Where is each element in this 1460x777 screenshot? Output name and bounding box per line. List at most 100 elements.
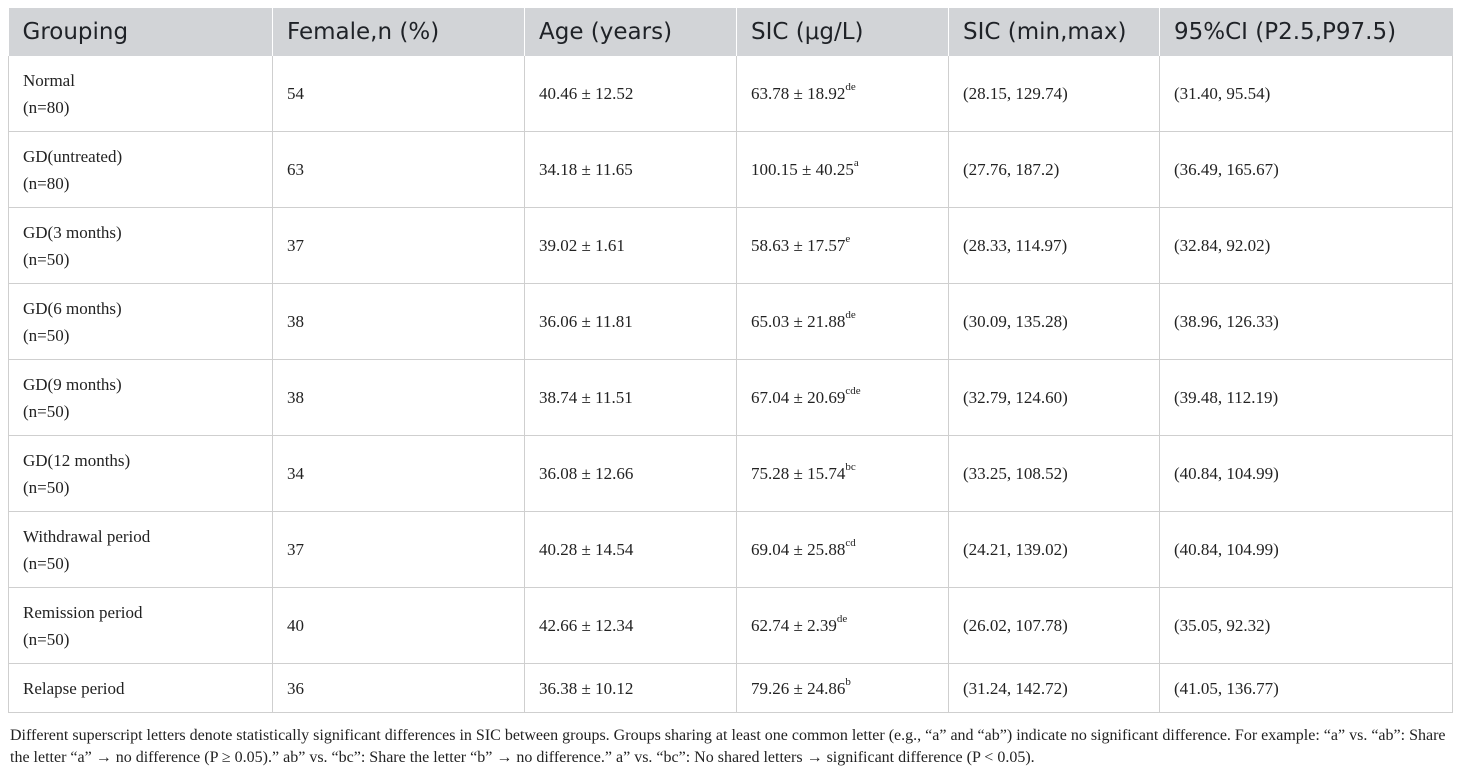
cell-ci: (35.05, 92.32) <box>1159 587 1453 664</box>
cell-ci: (40.84, 104.99) <box>1159 435 1453 512</box>
cell-sic-range: (28.33, 114.97) <box>948 207 1160 284</box>
cell-ci: (32.84, 92.02) <box>1159 207 1453 284</box>
cell-grouping: Withdrawal period (n=50) <box>8 511 273 588</box>
cell-sic: 65.03 ± 21.88de <box>736 283 949 360</box>
group-name: Relapse period <box>23 678 125 698</box>
cell-female: 40 <box>272 587 525 664</box>
table-row: Normal (n=80) 54 40.46 ± 12.52 63.78 ± 18… <box>8 56 1453 132</box>
cell-sic-range: (31.24, 142.72) <box>948 663 1160 713</box>
cell-age: 36.08 ± 12.66 <box>524 435 737 512</box>
sic-value: 63.78 ± 18.92 <box>751 84 846 103</box>
sic-value: 65.03 ± 21.88 <box>751 312 846 331</box>
group-name: Withdrawal period <box>23 526 151 546</box>
cell-female: 34 <box>272 435 525 512</box>
group-name: Normal <box>23 70 75 90</box>
sic-value: 100.15 ± 40.25 <box>751 160 854 179</box>
cell-grouping: GD(6 months) (n=50) <box>8 283 273 360</box>
group-count: (n=80) <box>23 173 70 193</box>
cell-sic: 100.15 ± 40.25a <box>736 131 949 208</box>
sic-superscript: cd <box>845 537 856 550</box>
cell-grouping: Relapse period <box>8 663 273 713</box>
header-sic: SIC (μg/L) <box>736 8 949 56</box>
cell-female: 54 <box>272 56 525 132</box>
cell-sic: 58.63 ± 17.57e <box>736 207 949 284</box>
group-count: (n=50) <box>23 553 70 573</box>
cell-female: 36 <box>272 663 525 713</box>
group-name: GD(12 months) <box>23 450 131 470</box>
table-row: GD(untreated) (n=80) 63 34.18 ± 11.65 100… <box>8 131 1453 208</box>
cell-ci: (40.84, 104.99) <box>1159 511 1453 588</box>
sic-value: 58.63 ± 17.57 <box>751 236 846 255</box>
group-count: (n=50) <box>23 477 70 497</box>
group-name: GD(9 months) <box>23 374 122 394</box>
sic-value: 62.74 ± 2.39 <box>751 616 837 635</box>
sic-superscript: a <box>853 157 859 170</box>
header-female: Female,n (%) <box>272 8 525 56</box>
cell-sic: 67.04 ± 20.69cde <box>736 359 949 436</box>
header-age: Age (years) <box>524 8 737 56</box>
cell-sic-range: (30.09, 135.28) <box>948 283 1160 360</box>
sic-value: 67.04 ± 20.69 <box>751 388 846 407</box>
group-count: (n=50) <box>23 249 70 269</box>
group-count: (n=80) <box>23 97 70 117</box>
sic-superscript: de <box>845 309 856 322</box>
cell-female: 38 <box>272 283 525 360</box>
table-row: GD(9 months) (n=50) 38 38.74 ± 11.51 67.0… <box>8 359 1453 436</box>
table-row: GD(3 months) (n=50) 37 39.02 ± 1.61 58.63… <box>8 207 1453 284</box>
table-row: GD(12 months) (n=50) 34 36.08 ± 12.66 75.… <box>8 435 1453 512</box>
sic-value: 69.04 ± 25.88 <box>751 540 846 559</box>
table-row: Relapse period 36 36.38 ± 10.12 79.26 ± … <box>8 663 1453 713</box>
cell-sic-range: (32.79, 124.60) <box>948 359 1160 436</box>
group-name: GD(untreated) <box>23 146 123 166</box>
cell-grouping: GD(untreated) (n=80) <box>8 131 273 208</box>
cell-age: 39.02 ± 1.61 <box>524 207 737 284</box>
cell-female: 38 <box>272 359 525 436</box>
cell-grouping: GD(9 months) (n=50) <box>8 359 273 436</box>
header-grouping: Grouping <box>8 8 273 56</box>
table-row: Withdrawal period (n=50) 37 40.28 ± 14.54… <box>8 511 1453 588</box>
cell-ci: (36.49, 165.67) <box>1159 131 1453 208</box>
cell-sic-range: (28.15, 129.74) <box>948 56 1160 132</box>
group-count: (n=50) <box>23 629 70 649</box>
cell-grouping: Normal (n=80) <box>8 56 273 132</box>
cell-sic: 79.26 ± 24.86b <box>736 663 949 713</box>
cell-sic: 62.74 ± 2.39de <box>736 587 949 664</box>
cell-ci: (31.40, 95.54) <box>1159 56 1453 132</box>
group-count: (n=50) <box>23 325 70 345</box>
group-name: GD(6 months) <box>23 298 122 318</box>
cell-sic: 63.78 ± 18.92de <box>736 56 949 132</box>
table-footnote: Different superscript letters denote sta… <box>10 727 1446 766</box>
cell-age: 34.18 ± 11.65 <box>524 131 737 208</box>
cell-ci: (41.05, 136.77) <box>1159 663 1453 713</box>
group-count: (n=50) <box>23 401 70 421</box>
cell-grouping: GD(12 months) (n=50) <box>8 435 273 512</box>
cell-grouping: GD(3 months) (n=50) <box>8 207 273 284</box>
header-sic-range: SIC (min,max) <box>948 8 1160 56</box>
cell-ci: (38.96, 126.33) <box>1159 283 1453 360</box>
sic-value: 75.28 ± 15.74 <box>751 464 846 483</box>
table-row: Remission period (n=50) 40 42.66 ± 12.34 … <box>8 587 1453 664</box>
sic-superscript: bc <box>845 461 856 474</box>
cell-female: 63 <box>272 131 525 208</box>
cell-sic-range: (33.25, 108.52) <box>948 435 1160 512</box>
cell-ci: (39.48, 112.19) <box>1159 359 1453 436</box>
sic-superscript: b <box>845 675 851 688</box>
header-row: Grouping Female,n (%) Age (years) SIC (μ… <box>8 8 1453 56</box>
cell-age: 38.74 ± 11.51 <box>524 359 737 436</box>
cell-sic-range: (27.76, 187.2) <box>948 131 1160 208</box>
cell-age: 40.46 ± 12.52 <box>524 56 737 132</box>
cell-sic-range: (24.21, 139.02) <box>948 511 1160 588</box>
cell-sic: 75.28 ± 15.74bc <box>736 435 949 512</box>
table-row: GD(6 months) (n=50) 38 36.06 ± 11.81 65.0… <box>8 283 1453 360</box>
sic-superscript: de <box>845 81 856 94</box>
cell-female: 37 <box>272 511 525 588</box>
cell-female: 37 <box>272 207 525 284</box>
cell-age: 36.38 ± 10.12 <box>524 663 737 713</box>
cell-age: 36.06 ± 11.81 <box>524 283 737 360</box>
sic-superscript: de <box>836 613 848 626</box>
cell-grouping: Remission period (n=50) <box>8 587 273 664</box>
sic-superscript: e <box>845 233 851 246</box>
sic-superscript: cde <box>845 385 861 398</box>
cell-age: 40.28 ± 14.54 <box>524 511 737 588</box>
sic-value: 79.26 ± 24.86 <box>751 678 846 698</box>
